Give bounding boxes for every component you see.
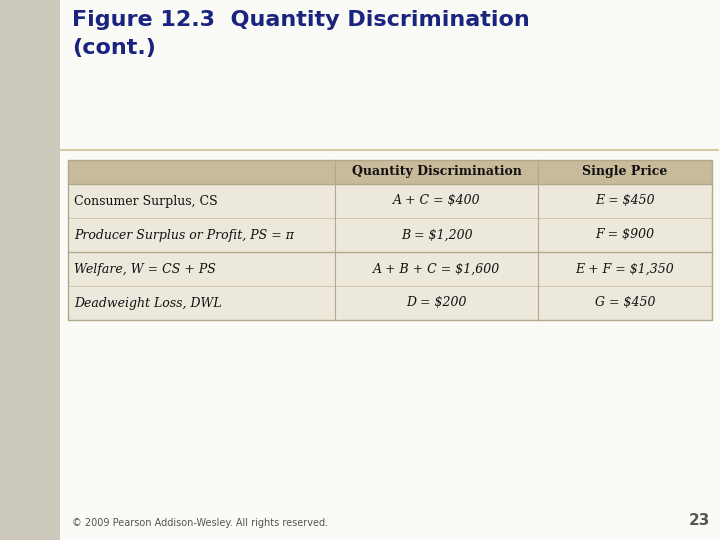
- Text: 23: 23: [688, 513, 710, 528]
- Text: A + B + C = $1,600: A + B + C = $1,600: [373, 262, 500, 275]
- Text: Deadweight Loss, DWL: Deadweight Loss, DWL: [73, 296, 221, 309]
- Bar: [68, 160, 712, 320]
- Text: © 2009 Pearson Addison-Wesley. All rights reserved.: © 2009 Pearson Addison-Wesley. All right…: [72, 518, 328, 528]
- Text: Producer Surplus or Profit, PS = π: Producer Surplus or Profit, PS = π: [73, 228, 294, 241]
- Text: Consumer Surplus, CS: Consumer Surplus, CS: [73, 194, 217, 207]
- Text: Quantity Discrimination: Quantity Discrimination: [351, 165, 521, 179]
- Bar: [68, 286, 712, 320]
- Bar: [68, 252, 712, 286]
- Text: B = $1,200: B = $1,200: [401, 228, 472, 241]
- Text: E + F = $1,350: E + F = $1,350: [576, 262, 675, 275]
- Bar: [68, 218, 712, 252]
- Text: D = $200: D = $200: [406, 296, 467, 309]
- Bar: [68, 184, 712, 218]
- Text: Single Price: Single Price: [582, 165, 667, 179]
- Text: G = $450: G = $450: [595, 296, 655, 309]
- Text: (cont.): (cont.): [72, 38, 156, 58]
- Bar: [68, 160, 712, 184]
- Text: Welfare, W = CS + PS: Welfare, W = CS + PS: [73, 262, 215, 275]
- Text: A + C = $400: A + C = $400: [393, 194, 480, 207]
- Text: Figure 12.3  Quantity Discrimination: Figure 12.3 Quantity Discrimination: [72, 10, 529, 30]
- Text: E = $450: E = $450: [595, 194, 655, 207]
- Text: F = $900: F = $900: [595, 228, 654, 241]
